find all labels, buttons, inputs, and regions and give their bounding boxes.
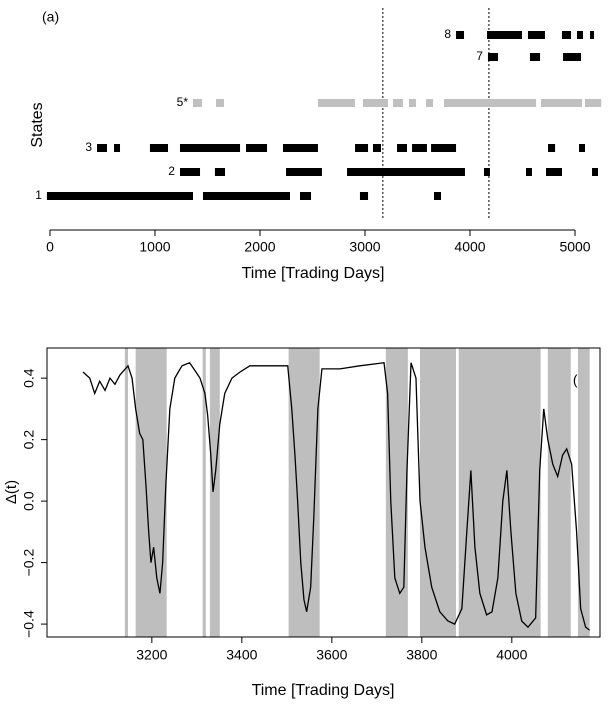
state-interval: [397, 144, 408, 152]
state-interval: [487, 53, 499, 61]
state-interval: [46, 192, 193, 200]
x-tick-label: 1000: [139, 239, 170, 255]
state-interval: [179, 168, 201, 176]
state-interval: [408, 99, 417, 107]
state-interval: [179, 144, 241, 152]
state-interval: [563, 53, 582, 61]
state-interval: [286, 168, 322, 176]
y-tick-label: −0.2: [21, 549, 37, 577]
shaded-region: [458, 348, 541, 637]
state-interval: [426, 99, 434, 107]
state-interval: [527, 31, 545, 39]
state-label: 5*: [177, 95, 189, 109]
y-tick-label: 0.2: [21, 430, 37, 450]
state-interval: [577, 31, 583, 39]
state-interval: [592, 168, 599, 176]
shaded-region: [209, 348, 220, 637]
state-interval: [579, 144, 585, 152]
y-tick-label: 0.0: [21, 491, 37, 511]
state-interval: [114, 144, 121, 152]
x-tick-label: 3000: [349, 239, 380, 255]
state-interval: [487, 31, 522, 39]
y-tick-label: −0.4: [21, 610, 37, 638]
state-interval: [483, 168, 490, 176]
y-tick-label: 0.4: [21, 368, 37, 388]
state-interval: [372, 144, 381, 152]
state-interval: [529, 53, 541, 61]
state-label: 2: [168, 164, 175, 178]
state-interval: [246, 144, 268, 152]
state-interval: [97, 144, 107, 152]
state-interval: [590, 31, 595, 39]
state-interval: [393, 99, 404, 107]
state-interval: [215, 99, 224, 107]
shaded-region: [135, 348, 167, 637]
state-interval: [347, 168, 465, 176]
state-interval: [355, 144, 369, 152]
state-interval: [299, 192, 312, 200]
x-tick-label: 2000: [244, 239, 275, 255]
state-interval: [540, 99, 583, 107]
x-tick-label: 5000: [559, 239, 590, 255]
state-label: 3: [85, 140, 92, 154]
state-interval: [546, 168, 562, 176]
x-tick-label: 4000: [496, 647, 527, 663]
state-interval: [214, 168, 226, 176]
panel-label: (a): [42, 9, 59, 25]
state-interval: [443, 99, 537, 107]
state-interval: [456, 31, 465, 39]
x-axis-label: Time [Trading Days]: [252, 682, 395, 699]
shaded-region: [385, 348, 408, 637]
state-label: 1: [35, 188, 42, 202]
data-line: [82, 361, 591, 631]
state-interval: [412, 144, 427, 152]
state-interval: [202, 192, 291, 200]
shaded-region: [420, 348, 457, 637]
state-interval: [359, 192, 369, 200]
state-interval: [525, 168, 532, 176]
x-tick-label: 4000: [454, 239, 485, 255]
state-interval: [548, 144, 556, 152]
state-interval: [149, 144, 169, 152]
x-tick-label: 3800: [406, 647, 437, 663]
x-axis-label: Time [Trading Days]: [242, 265, 385, 282]
state-label: 7: [476, 49, 483, 63]
shaded-region: [577, 348, 590, 637]
x-tick-label: 0: [46, 239, 54, 255]
state-interval: [317, 99, 356, 107]
state-label: 8: [444, 27, 451, 41]
state-interval: [431, 144, 457, 152]
state-interval: [561, 31, 572, 39]
y-axis-label: States: [29, 102, 46, 147]
x-tick-label: 3600: [316, 647, 347, 663]
y-axis-label: Δ(t): [3, 480, 20, 504]
x-tick-label: 3200: [136, 647, 167, 663]
state-interval: [433, 192, 442, 200]
state-interval: [363, 99, 388, 107]
plot-frame: [46, 347, 601, 638]
shaded-region: [547, 348, 571, 637]
shaded-region: [124, 348, 128, 637]
state-interval: [584, 99, 602, 107]
state-interval: [282, 144, 318, 152]
shaded-region: [202, 348, 206, 637]
x-tick-label: 3400: [226, 647, 257, 663]
state-interval: [192, 99, 203, 107]
